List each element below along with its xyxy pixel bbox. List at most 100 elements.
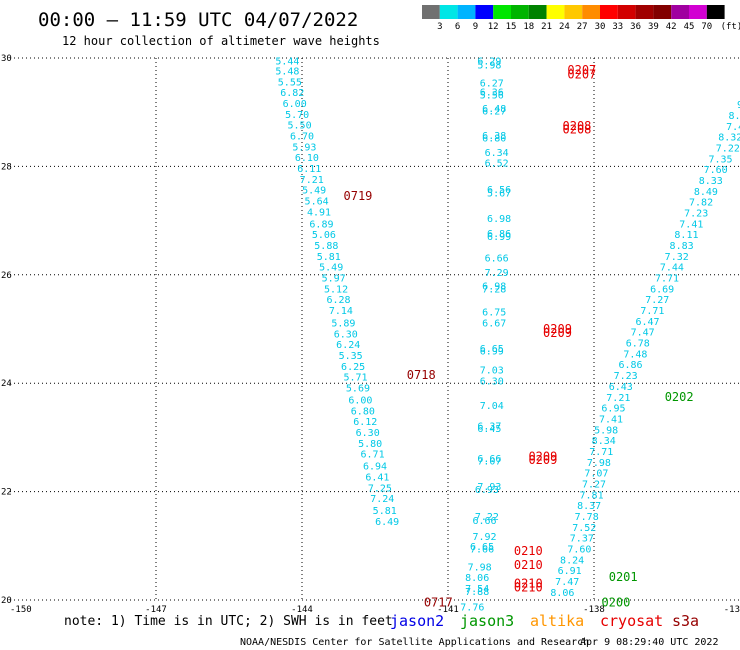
pass-time-label: 0207 bbox=[567, 63, 596, 77]
colorbar-label: 18 bbox=[523, 22, 534, 32]
swh-value-s3a: 6.11 bbox=[297, 164, 321, 175]
colorbar-label: 39 bbox=[648, 22, 659, 32]
swh-value-s3a: 6.41 bbox=[365, 472, 389, 483]
legend-cryosat: cryosat bbox=[600, 612, 663, 630]
swh-value-s3a: 6.89 bbox=[309, 219, 333, 230]
swh-value-s3a: 5.70 bbox=[285, 110, 309, 121]
swh-value-cryosat: 7.03 bbox=[480, 366, 504, 377]
swh-value-s3a: 6.00 bbox=[348, 395, 372, 406]
x-tick-label: -147 bbox=[145, 605, 167, 615]
swh-value-jason3: 7.07 bbox=[584, 469, 608, 480]
swh-value-jason3: 8.83 bbox=[670, 241, 694, 252]
swh-value-s3a: 5.81 bbox=[317, 252, 341, 263]
pass-time-label: 0210 bbox=[514, 577, 543, 591]
swh-value-s3a: 7.24 bbox=[370, 494, 394, 505]
colorbar-swatch bbox=[475, 5, 494, 19]
x-tick-label: -138 bbox=[583, 605, 605, 615]
swh-value-jason3: 6.47 bbox=[635, 317, 659, 328]
colorbar-label: 45 bbox=[684, 22, 695, 32]
colorbar-label: 15 bbox=[506, 22, 517, 32]
swh-value-jason3: 7.37 bbox=[570, 534, 594, 545]
swh-value-s3a: 6.25 bbox=[341, 362, 365, 373]
satellite-legend: jason2 jason3 altika cryosat s3a bbox=[390, 612, 699, 630]
swh-value-jason3: 7.21 bbox=[606, 393, 630, 404]
pass-time-label: 0202 bbox=[665, 390, 694, 404]
data-points: 5.445.485.556.826.005.705.506.705.936.10… bbox=[275, 57, 740, 614]
swh-value-cryosat: 6.38 bbox=[482, 131, 506, 142]
swh-value-cryosat: 7.07 bbox=[477, 457, 501, 468]
swh-value-cryosat: 7.54 bbox=[465, 584, 489, 595]
legend-altika: altika bbox=[530, 612, 584, 630]
swh-value-s3a: 6.80 bbox=[351, 406, 375, 417]
chart-title: 00:00 – 11:59 UTC 04/07/2022 bbox=[38, 9, 358, 31]
swh-value-jason3: 6.69 bbox=[650, 284, 674, 295]
swh-value-s3a: 7.25 bbox=[368, 483, 392, 494]
swh-value-s3a: 5.88 bbox=[314, 241, 338, 252]
colorbar-swatch bbox=[564, 5, 583, 19]
swh-value-jason3: 8.32 bbox=[718, 133, 740, 144]
swh-value-s3a: 6.30 bbox=[334, 329, 358, 340]
colorbar-swatch bbox=[439, 5, 458, 19]
swh-value-jason3: 7.81 bbox=[580, 490, 604, 501]
swh-value-cryosat: 7.04 bbox=[480, 401, 504, 412]
swh-value-cryosat: 5.67 bbox=[487, 188, 511, 199]
pass-time-label: 0719 bbox=[344, 189, 373, 203]
swh-value-jason3: 9 bbox=[737, 100, 740, 111]
pass-time-label: 0210 bbox=[514, 581, 543, 595]
swh-value-jason3: 7.23 bbox=[684, 208, 708, 219]
swh-value-jason3: 6.78 bbox=[626, 339, 650, 350]
swh-value-s3a: 6.82 bbox=[280, 88, 304, 99]
colorbar-swatch bbox=[457, 5, 476, 19]
swh-value-jason3: 6.91 bbox=[558, 566, 582, 577]
swh-value-s3a: 5.80 bbox=[358, 439, 382, 450]
swh-value-jason3: 8.11 bbox=[674, 230, 698, 241]
pass-time-label: 0200 bbox=[601, 596, 630, 610]
x-axis-ticks: -150 -147 -144 -141 -138 -13 bbox=[10, 605, 740, 615]
pass-time-label: 0201 bbox=[609, 570, 638, 584]
swh-value-jason3: 7.41 bbox=[599, 414, 623, 425]
swh-value-cryosat: 6.37 bbox=[477, 421, 501, 432]
swh-value-cryosat: 6.56 bbox=[487, 185, 511, 196]
swh-value-cryosat: 6.52 bbox=[485, 159, 509, 170]
pass-time-label: 0209 bbox=[528, 449, 557, 463]
swh-value-cryosat: 6.98 bbox=[482, 282, 506, 293]
swh-value-cryosat: 6.75 bbox=[482, 308, 506, 319]
swh-value-s3a: 5.49 bbox=[319, 263, 343, 274]
swh-value-cryosat: 6.34 bbox=[485, 148, 509, 159]
swh-value-s3a: 6.30 bbox=[356, 428, 380, 439]
swh-value-cryosat: 7.66 bbox=[470, 545, 494, 556]
swh-value-jason3: 7.47 bbox=[631, 328, 655, 339]
colorbar-swatch bbox=[617, 5, 636, 19]
swh-value-s3a: 6.49 bbox=[375, 517, 399, 528]
swh-value-cryosat: 6.66 bbox=[477, 454, 501, 465]
swh-value-cryosat: 6.65 bbox=[480, 344, 504, 355]
swh-value-jason3: 7.44 bbox=[660, 263, 684, 274]
x-tick-label: -150 bbox=[10, 605, 32, 615]
swh-value-cryosat: 6.36 bbox=[480, 88, 504, 99]
swh-value-s3a: 5.49 bbox=[302, 186, 326, 197]
swh-value-jason3: 7.71 bbox=[589, 447, 613, 458]
colorbar-swatch bbox=[689, 5, 707, 19]
swh-value-jason3: 7.98 bbox=[587, 458, 611, 469]
swh-value-s3a: 4.91 bbox=[307, 207, 331, 218]
swh-value-s3a: 5.81 bbox=[373, 506, 397, 517]
colorbar-swatch bbox=[511, 5, 529, 19]
swh-value-cryosat: 7.28 bbox=[482, 284, 506, 295]
swh-value-s3a: 5.35 bbox=[339, 351, 363, 362]
colorbar-swatch bbox=[653, 5, 672, 19]
colorbar-label: 12 bbox=[488, 22, 499, 32]
swh-value-cryosat: 6.65 bbox=[470, 542, 494, 553]
swh-value-cryosat: 6.30 bbox=[480, 376, 504, 387]
colorbar-label: 70 bbox=[701, 22, 712, 32]
swh-value-jason3: 8.06 bbox=[550, 588, 574, 599]
swh-value-jason3: 8.33 bbox=[699, 176, 723, 187]
swh-value-cryosat: 5.56 bbox=[480, 90, 504, 101]
swh-value-s3a: 6.00 bbox=[283, 99, 307, 110]
colorbar-label: 21 bbox=[541, 22, 552, 32]
swh-value-jason3: 6.95 bbox=[601, 404, 625, 415]
swh-value-cryosat: 6.27 bbox=[482, 107, 506, 118]
credit-text: NOAA/NESDIS Center for Satellite Applica… bbox=[240, 637, 589, 648]
swh-value-cryosat: 6.66 bbox=[485, 253, 509, 264]
